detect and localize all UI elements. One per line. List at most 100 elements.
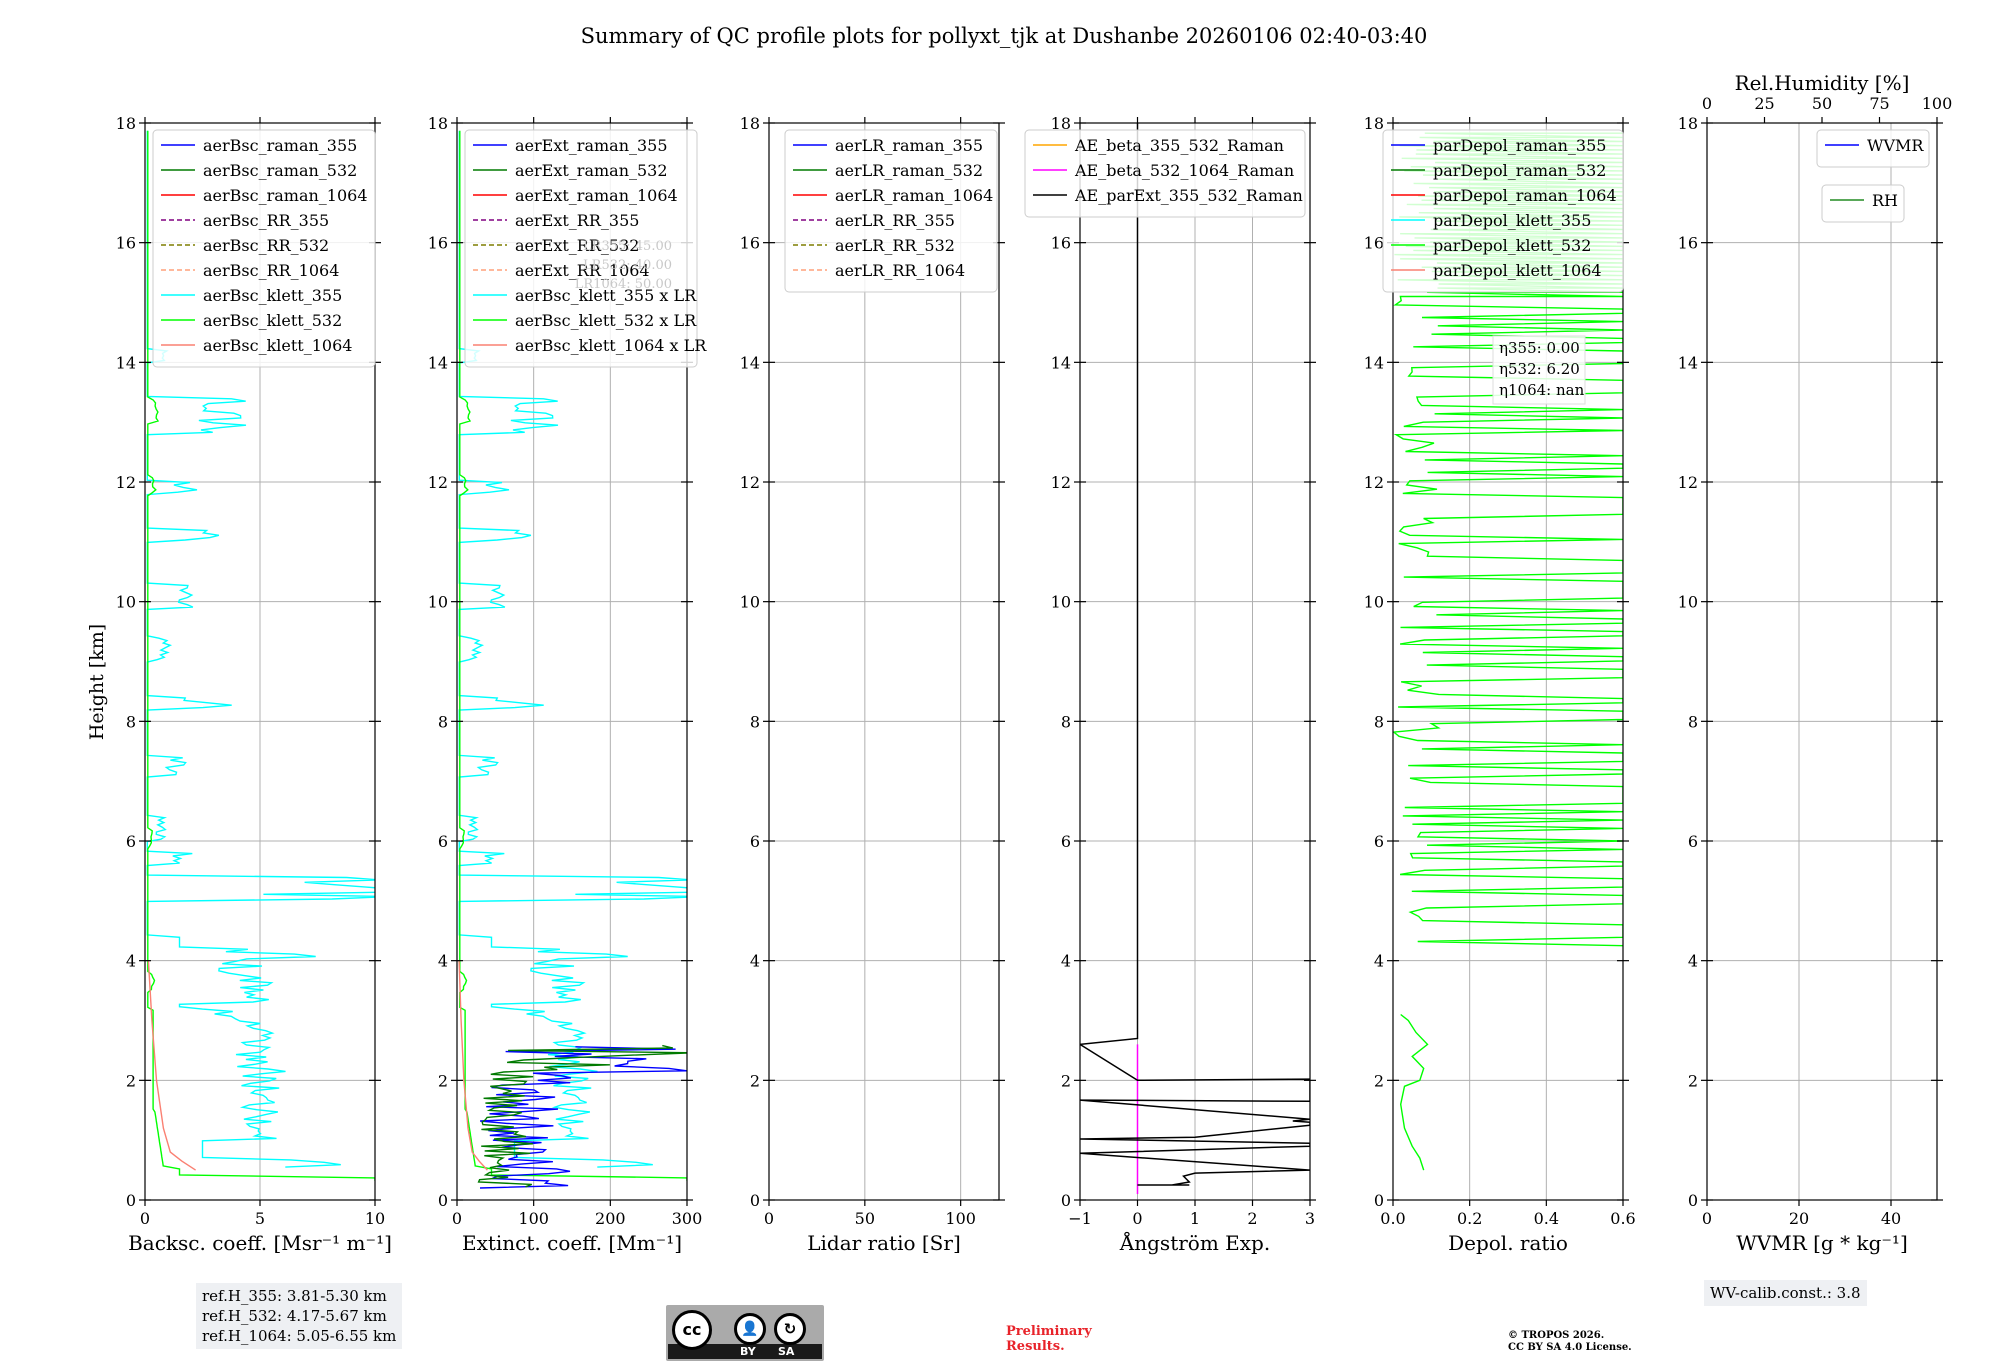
top-x-tick-label: 25 (1754, 94, 1774, 113)
y-tick-label: 4 (438, 952, 448, 971)
legend-label: aerLR_raman_532 (835, 161, 983, 180)
series-klett-532-low (1399, 1013, 1429, 1171)
y-tick-label: 6 (126, 832, 136, 851)
lr-annotation: LR355: 45.00 (583, 239, 672, 254)
legend-label: aerLR_RR_355 (835, 211, 955, 230)
x-tick-label: 2 (1247, 1209, 1257, 1228)
top-x-tick-label: 100 (1922, 94, 1953, 113)
legend-label: parDepol_klett_1064 (1433, 261, 1602, 280)
y-tick-label: 12 (1051, 473, 1071, 492)
y-tick-label: 10 (740, 593, 760, 612)
legend-label: parDepol_klett_355 (1433, 211, 1591, 230)
x-tick-label: 5 (255, 1209, 265, 1228)
legend-ext: aerExt_raman_355 aerExt_raman_532 aerExt_r… (464, 129, 707, 368)
panel-ext: 0 2 4 6 8 10 12 14 16 18 0 100 200 300 Extinct. coeff.… (428, 114, 708, 1255)
legend-label: WVMR (1867, 136, 1924, 155)
top-x-axis-label: Rel.Humidity [%] (1735, 71, 1910, 95)
legend-frame (1816, 129, 1930, 168)
y-tick-label: 0 (1688, 1191, 1698, 1210)
legend-label: aerExt_RR_355 (515, 211, 639, 230)
y-tick-label: 2 (438, 1071, 448, 1090)
legend-label: aerBsc_raman_532 (203, 161, 357, 180)
y-tick-label: 2 (126, 1071, 136, 1090)
y-tick-label: 2 (1374, 1071, 1384, 1090)
y-tick-label: 18 (1051, 114, 1071, 133)
legend-wvmr: WVMR (1816, 129, 1930, 168)
y-tick-label: 0 (1374, 1191, 1384, 1210)
x-tick-label: 50 (855, 1209, 875, 1228)
lr-annotation: LR1064: 50.00 (575, 277, 672, 292)
refh-532: ref.H_532: 4.17-5.67 km (202, 1307, 387, 1325)
y-tick-label: 8 (1688, 712, 1698, 731)
y-tick-label: 2 (1688, 1071, 1698, 1090)
y-tick-label: 8 (438, 712, 448, 731)
eta-annotation-box: η355: 0.00 η532: 6.20 η1064: nan (1492, 335, 1586, 405)
y-tick-label: 14 (740, 353, 760, 372)
legend-label: aerBsc_raman_355 (203, 136, 357, 155)
y-tick-label: 10 (428, 593, 448, 612)
legend-label: aerExt_RR_532 (515, 236, 639, 255)
y-tick-label: 18 (1678, 114, 1698, 133)
x-tick-label: 0.4 (1534, 1209, 1559, 1228)
y-tick-label: 12 (428, 473, 448, 492)
y-tick-label: 2 (750, 1071, 760, 1090)
refh-1064: ref.H_1064: 5.05-6.55 km (202, 1327, 397, 1345)
x-tick-label: 0 (764, 1209, 774, 1228)
legend-label: aerBsc_klett_355 x LR (515, 286, 697, 305)
legend-label: aerExt_raman_532 (515, 161, 668, 180)
legend-frame (1821, 184, 1905, 223)
legend-label: aerBsc_raman_1064 (203, 186, 368, 205)
x-tick-label: 3 (1305, 1209, 1315, 1228)
series-raman-532 (477, 1044, 687, 1188)
y-tick-label: 4 (1374, 952, 1384, 971)
x-axis-label: Backsc. coeff. [Msr⁻¹ m⁻¹] (128, 1231, 392, 1255)
legend-label: aerLR_raman_355 (835, 136, 983, 155)
cc-icon: cc (672, 1310, 712, 1350)
y-tick-label: 18 (428, 114, 448, 133)
legend-label: AE_beta_355_532_Raman (1074, 136, 1284, 155)
y-tick-label: 6 (750, 832, 760, 851)
x-tick-label: 0 (1132, 1209, 1142, 1228)
y-tick-label: 6 (438, 832, 448, 851)
x-tick-label: 40 (1881, 1209, 1901, 1228)
legend-label: parDepol_klett_532 (1433, 236, 1591, 255)
eta-annotation: η1064: nan (1499, 381, 1585, 399)
legend-label: aerLR_RR_532 (835, 236, 955, 255)
panel-bsc: 0 2 4 6 8 10 12 14 16 18 0 5 10 Backsc. coeff. [Msr⁻¹… (116, 114, 392, 1255)
y-tick-label: 18 (116, 114, 136, 133)
wv-calib-box: WV-calib.const.: 3.8 (1704, 1280, 1867, 1306)
eta-annotation: η532: 6.20 (1499, 360, 1580, 378)
y-tick-label: 12 (1364, 473, 1384, 492)
legend-rh: RH (1821, 184, 1905, 223)
y-tick-label: 6 (1688, 832, 1698, 851)
legend-label: aerLR_raman_1064 (835, 186, 993, 205)
legend-label: AE_beta_532_1064_Raman (1074, 161, 1294, 180)
series-ae-parext-355-532-raman (1080, 123, 1310, 1186)
x-tick-label: 0.0 (1380, 1209, 1405, 1228)
y-tick-label: 16 (116, 234, 136, 253)
top-x-tick-label: 50 (1812, 94, 1832, 113)
axes-frame (456, 122, 688, 1201)
legend-frame (464, 129, 698, 368)
eta-box-bg (1492, 335, 1586, 405)
series-klett-1064 (147, 960, 196, 1171)
cc-by-sa-logo: cc 👤 ↻ BY SA (666, 1305, 824, 1361)
series-klett-532 (147, 130, 375, 1181)
y-tick-label: 14 (1364, 353, 1384, 372)
y-tick-label: 16 (1051, 234, 1071, 253)
attribution-icon: 👤 (734, 1313, 766, 1345)
legend-label: aerBsc_klett_532 (203, 311, 342, 330)
y-tick-label: 12 (1678, 473, 1698, 492)
y-tick-label: 8 (1374, 712, 1384, 731)
legend-frame (1024, 129, 1306, 218)
x-axis-label: Depol. ratio (1448, 1231, 1568, 1255)
y-tick-label: 14 (1678, 353, 1698, 372)
data-layer (1080, 123, 1310, 1194)
y-tick-label: 16 (1678, 234, 1698, 253)
y-tick-label: 8 (1061, 712, 1071, 731)
legend-label: parDepol_raman_355 (1433, 136, 1606, 155)
x-axis-label: Lidar ratio [Sr] (807, 1231, 961, 1255)
